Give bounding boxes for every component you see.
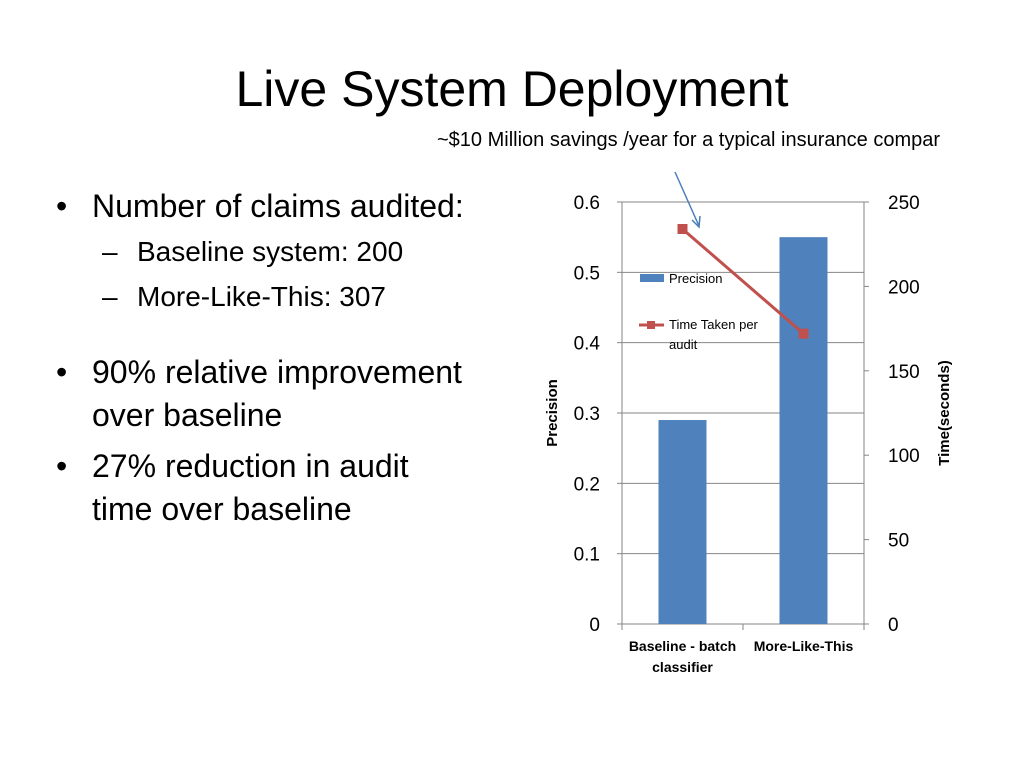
callout-arrow-head (691, 215, 701, 229)
left-axis-tick-label: 0.2 (574, 474, 600, 495)
left-axis-tick-label: 0.1 (574, 545, 600, 566)
savings-callout: ~$10 Million savings /year for a typical… (437, 129, 941, 151)
left-axis-tick-label: 0.4 (574, 334, 601, 355)
callout-arrow-shaft (674, 171, 700, 227)
bullet-list: Number of claims audited: Baseline syste… (56, 185, 476, 531)
legend-precision-swatch (640, 274, 664, 282)
precision-bar (658, 420, 707, 624)
legend-time-label: audit (669, 337, 698, 352)
left-axis-title: Precision (544, 379, 561, 447)
slide-title: Live System Deployment (235, 61, 789, 117)
legend-time-swatch-marker (647, 321, 655, 329)
sub-bullet-baseline: Baseline system: 200 (56, 230, 476, 275)
bullet-time-reduction: 27% reduction in audit time over baselin… (56, 445, 476, 531)
left-axis-tick-label: 0.6 (574, 193, 600, 214)
time-taken-marker (677, 224, 688, 235)
x-axis-category-label: classifier (652, 659, 713, 675)
right-axis-tick-label: 200 (888, 277, 920, 298)
bullet-relative-improvement: 90% relative improvement over baseline (56, 351, 476, 437)
left-axis-tick-label: 0 (589, 615, 600, 636)
x-axis-category-label: Baseline - batch (629, 638, 736, 654)
precision-bar (779, 237, 828, 624)
legend-precision-label: Precision (669, 271, 722, 286)
right-axis-tick-label: 100 (888, 446, 920, 467)
right-axis-tick-label: 0 (888, 615, 899, 636)
sub-bullet-list: Baseline system: 200 More-Like-This: 307 (56, 230, 476, 320)
time-taken-line (681, 227, 805, 335)
right-axis-tick-label: 50 (888, 531, 909, 552)
right-axis-title: Time(seconds) (936, 360, 953, 466)
right-axis-tick-label: 250 (888, 193, 920, 214)
sub-bullet-more-like-this: More-Like-This: 307 (56, 275, 476, 320)
bullet-claims-audited: Number of claims audited: (56, 185, 476, 228)
time-taken-marker (798, 328, 809, 339)
x-axis-category-label: More-Like-This (754, 638, 854, 654)
legend-time-label: Time Taken per (669, 317, 759, 332)
right-axis-tick-label: 150 (888, 362, 920, 383)
left-axis-tick-label: 0.3 (574, 404, 600, 425)
left-axis-tick-label: 0.5 (574, 263, 600, 284)
